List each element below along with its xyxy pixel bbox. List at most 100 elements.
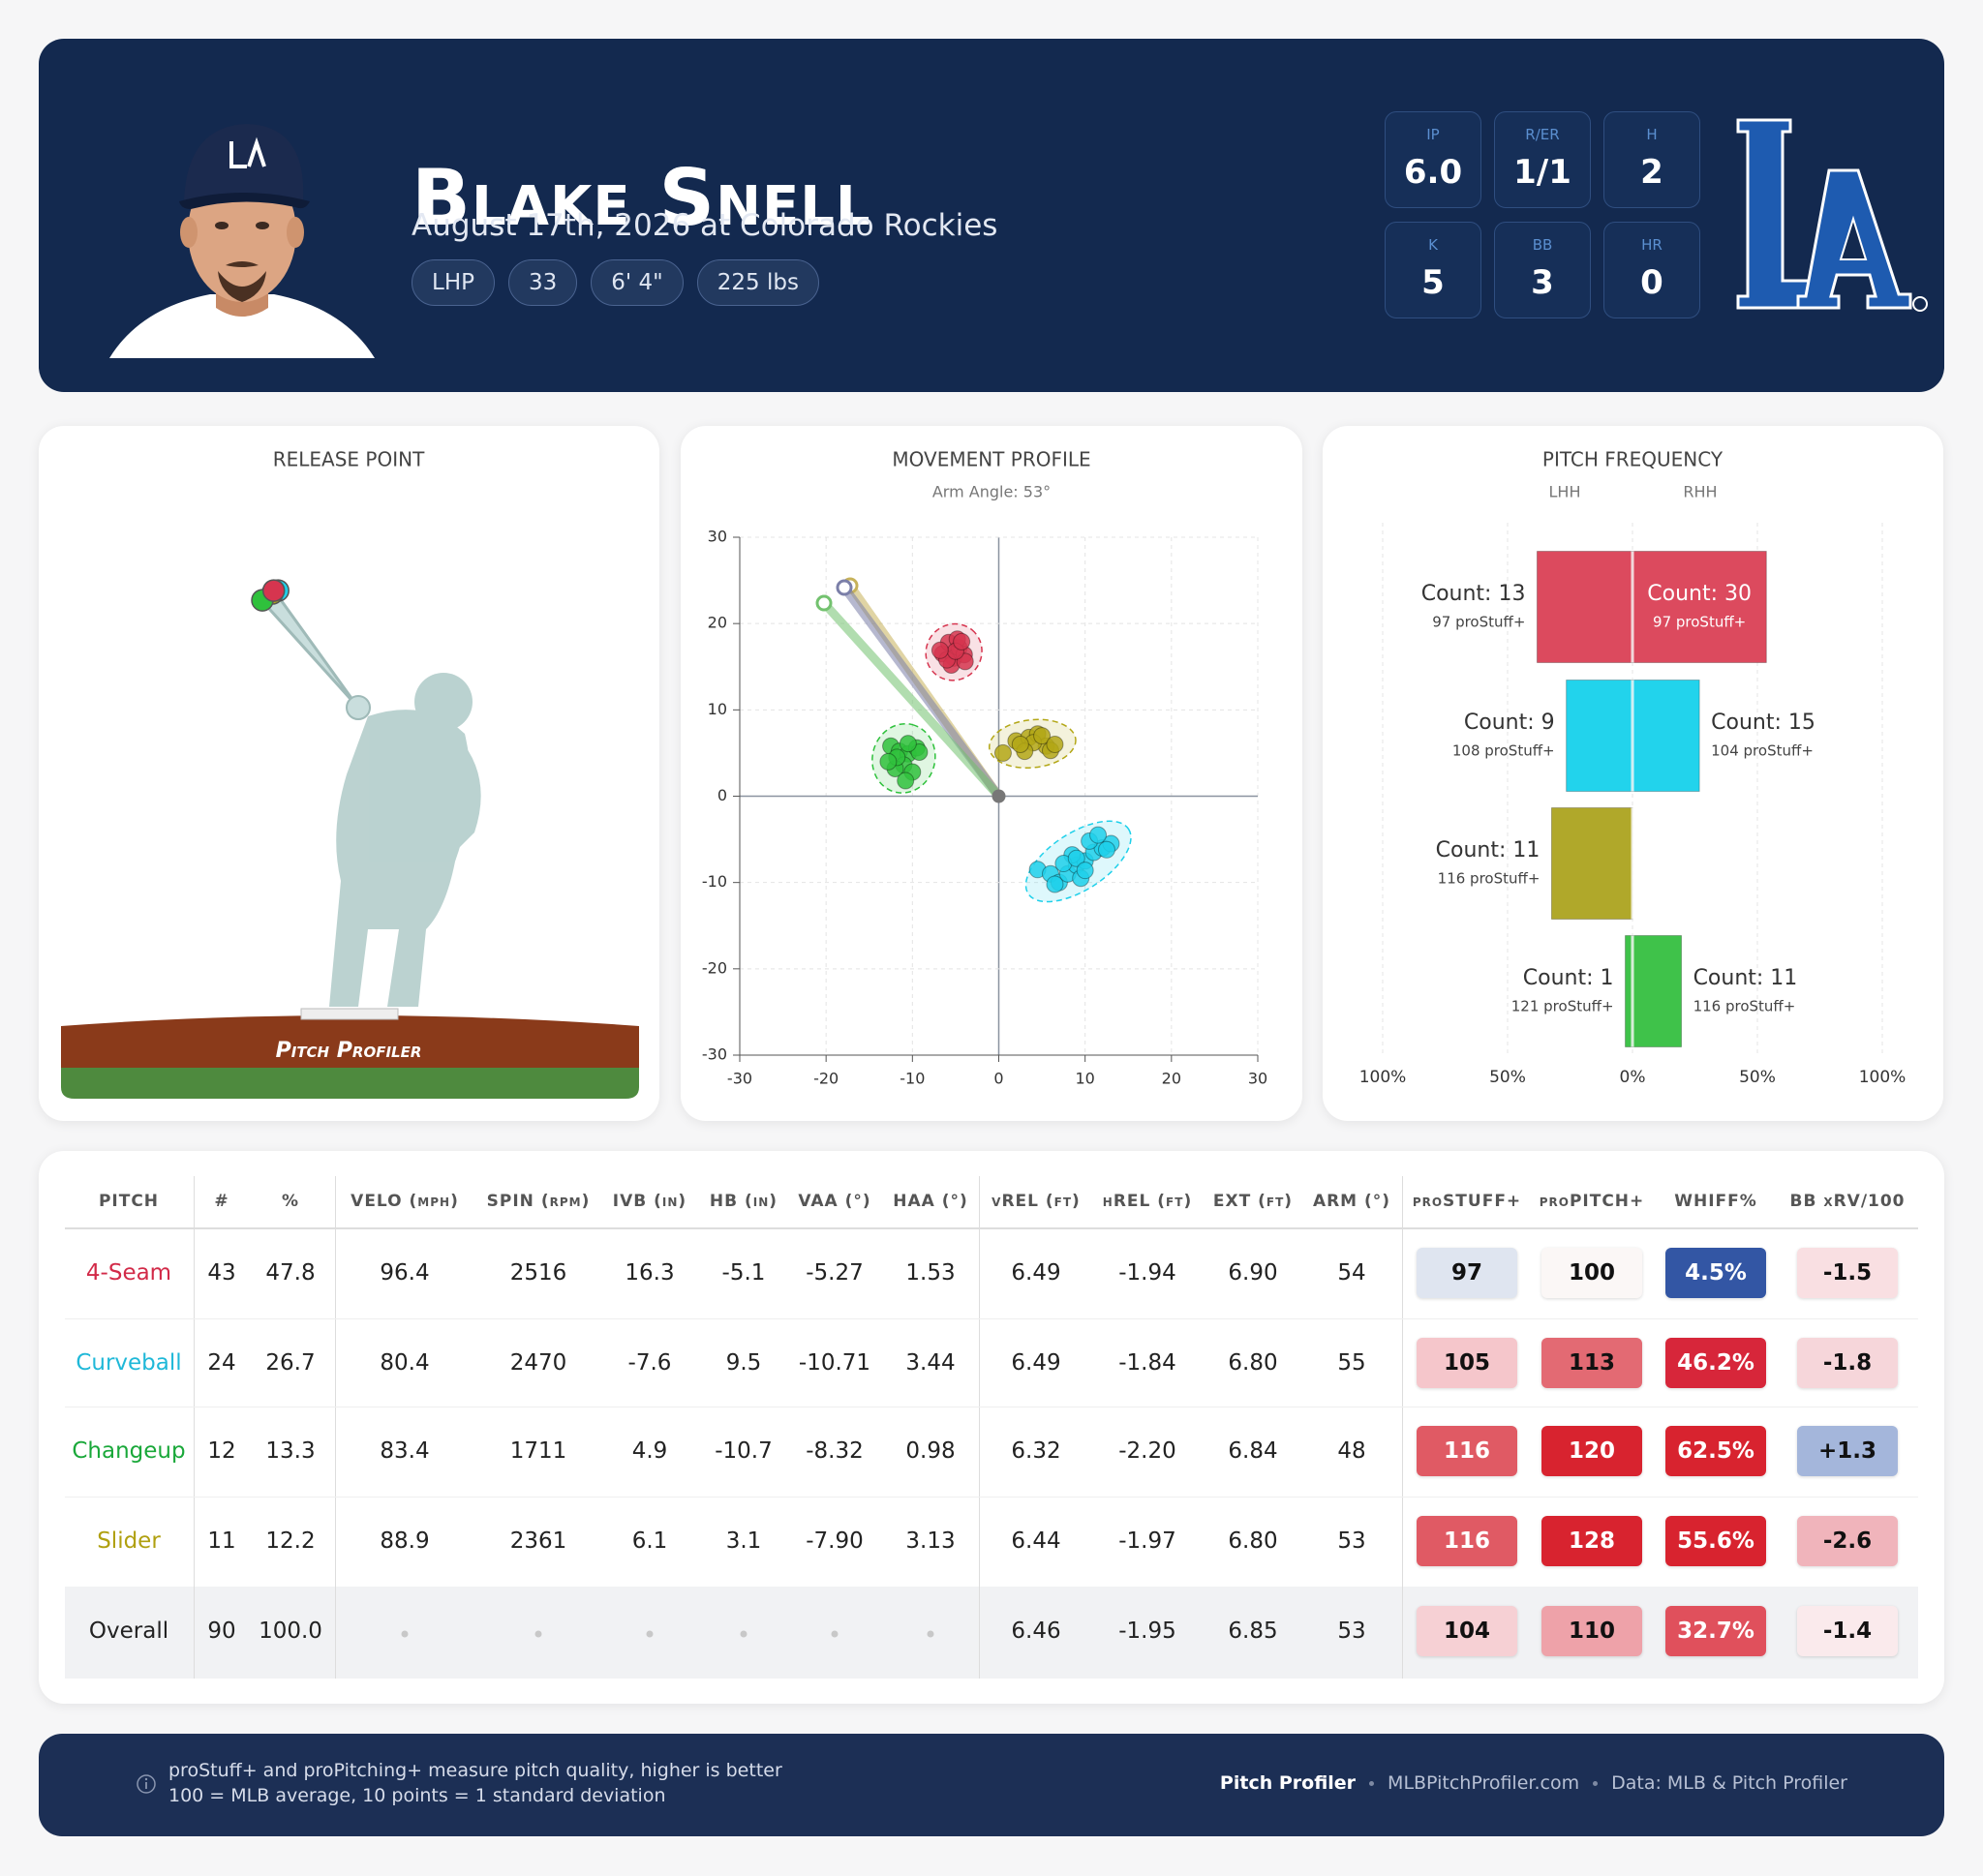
cell: 6.80: [1228, 1350, 1278, 1376]
count-label: Count: 13: [1421, 582, 1526, 606]
cell: 43: [207, 1260, 236, 1286]
tags: LHP 33 6' 4" 225 lbs: [412, 259, 819, 306]
cell: -1.94: [1118, 1260, 1176, 1286]
pitch-point: [1089, 826, 1108, 844]
x-tick-label: 100%: [1859, 1068, 1907, 1087]
pitch-name: 4-Seam: [85, 1260, 172, 1286]
panel-subtitle: Arm Angle: 53°: [932, 483, 1051, 501]
game-subtitle: August 17th, 2026 at Colorado Rockies: [412, 208, 998, 243]
movement-chart: MOVEMENT PROFILE Arm Angle: 53° -30 -20 -1…: [702, 448, 1267, 1088]
x-tick-label: 20: [1162, 1070, 1181, 1088]
cell: 6.32: [1011, 1438, 1061, 1464]
stat-box: HR 0: [1603, 222, 1700, 318]
metric-badge: 46.2%: [1665, 1338, 1766, 1388]
cell: 13.3: [265, 1438, 316, 1464]
pitch-point: [897, 772, 915, 790]
cell: 90: [207, 1619, 236, 1644]
cell: 3.1: [725, 1528, 762, 1554]
cell: 9.5: [725, 1350, 762, 1376]
footer-note: 100 = MLB average, 10 points = 1 standar…: [168, 1785, 666, 1806]
column-header: #: [214, 1192, 229, 1211]
cell: 6.49: [1011, 1260, 1061, 1286]
column-header: proPITCH+: [1539, 1192, 1645, 1211]
y-tick-label: 0: [717, 786, 727, 804]
cell: 55: [1337, 1350, 1366, 1376]
metric-badge: 128: [1541, 1516, 1642, 1566]
footer-brand: Pitch Profiler: [1219, 1772, 1357, 1794]
bar: [1536, 551, 1633, 663]
pitch-point: [956, 652, 974, 671]
arm-end: [836, 579, 853, 596]
cell: 12: [207, 1438, 236, 1464]
pitch-point: [899, 735, 917, 753]
x-tick-label: 30: [1248, 1070, 1267, 1088]
cell: -1.95: [1118, 1619, 1176, 1644]
metric-badge: 116: [1417, 1426, 1517, 1476]
stat-box: IP 6.0: [1385, 111, 1481, 208]
stuff-label: 116 proStuff+: [1438, 870, 1541, 888]
empty-cell: [401, 1630, 409, 1638]
count-label: Count: 11: [1693, 966, 1798, 990]
tag: LHP: [412, 259, 495, 306]
cell: 100.0: [259, 1619, 322, 1644]
info-icon: [137, 1774, 156, 1794]
cell: 6.1: [631, 1528, 668, 1554]
separator: [1369, 1780, 1375, 1786]
pitch-point: [1046, 875, 1064, 893]
tag: 33: [507, 259, 578, 306]
y-tick-label: 30: [708, 528, 727, 546]
footer: proStuff+ and proPitching+ measure pitch…: [39, 1734, 1944, 1836]
legend-label: LHH: [1549, 483, 1581, 501]
stuff-label: 108 proStuff+: [1452, 742, 1555, 760]
y-tick-label: -20: [702, 958, 727, 977]
cell: -5.27: [806, 1260, 864, 1286]
cell: -10.71: [798, 1350, 871, 1376]
tag: 225 lbs: [696, 259, 819, 306]
stuff-label: 121 proStuff+: [1511, 998, 1614, 1015]
stat-label: BB: [1532, 236, 1553, 254]
column-header: WHIFF%: [1674, 1192, 1757, 1211]
stat-label: H: [1646, 126, 1658, 143]
pitch-point: [879, 752, 898, 771]
col-sep: [335, 1176, 336, 1679]
stat-value: 5: [1421, 263, 1445, 302]
stat-box: BB 3: [1494, 222, 1591, 318]
pitch-name: Overall: [88, 1619, 169, 1644]
cell: 88.9: [380, 1528, 430, 1554]
cell: 3.44: [905, 1350, 956, 1376]
header-rule: [65, 1227, 1918, 1229]
x-tick-label: 50%: [1489, 1068, 1526, 1087]
release-panel: RELEASE POINT Pitch Profiler: [39, 426, 659, 1121]
column-header: HB (in): [709, 1192, 778, 1211]
metric-badge: 97: [1417, 1248, 1517, 1298]
stat-value: 2: [1640, 153, 1663, 192]
column-header: EXT (ft): [1212, 1192, 1294, 1211]
bar: [1632, 680, 1700, 792]
empty-cell: [740, 1630, 747, 1638]
cell: 0.98: [905, 1438, 956, 1464]
stat-label: R/ER: [1525, 126, 1560, 143]
pitch-point: [1011, 736, 1029, 753]
pitch-point: [993, 743, 1012, 762]
column-header: HAA (°): [893, 1192, 968, 1211]
cell: 83.4: [380, 1438, 430, 1464]
player-name: Blake Snell: [412, 153, 871, 243]
stat-value: 3: [1531, 263, 1554, 302]
cell: 2516: [509, 1260, 567, 1286]
frequency-chart: PITCH FREQUENCY 100% 50% 0% 50% 100% LHH RHH Co…: [1359, 448, 1907, 1088]
stat-grid: IP 6.0 R/ER 1/1 H 2 K 5 BB 3 HR 0: [1385, 111, 1700, 318]
count-label: Count: 11: [1436, 838, 1541, 862]
count-label: Count: 9: [1464, 711, 1555, 735]
y-tick-label: 10: [708, 700, 727, 718]
metric-badge: 4.5%: [1665, 1248, 1766, 1298]
column-header: VAA (°): [798, 1192, 871, 1211]
column-header: PITCH: [98, 1192, 160, 1211]
cell: 96.4: [380, 1260, 430, 1286]
cell: 16.3: [625, 1260, 675, 1286]
release-point: [261, 579, 286, 602]
metric-badge: 116: [1417, 1516, 1517, 1566]
cell: -10.7: [715, 1438, 773, 1464]
cell: 26.7: [265, 1350, 316, 1376]
cell: 3.13: [905, 1528, 956, 1554]
metric-badge: -1.5: [1797, 1248, 1898, 1298]
